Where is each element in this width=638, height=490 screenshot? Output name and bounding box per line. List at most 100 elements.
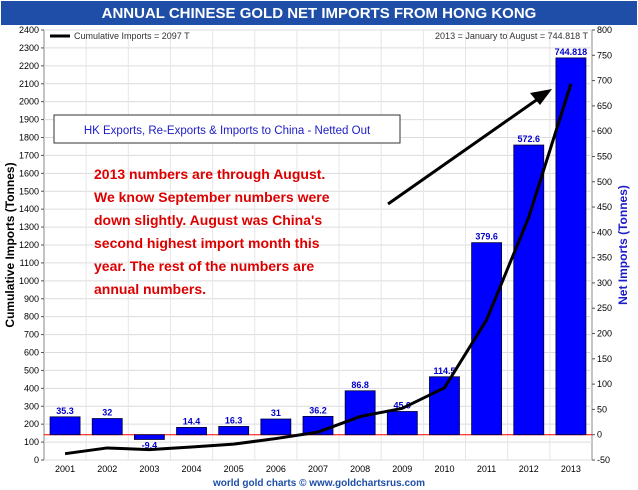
right-tick-label: 0 bbox=[597, 430, 602, 440]
left-tick-label: 2300 bbox=[19, 43, 39, 53]
bar-label-2009: 45.9 bbox=[394, 400, 412, 410]
x-tick-label-2008: 2008 bbox=[350, 464, 370, 474]
x-tick-label-2012: 2012 bbox=[519, 464, 539, 474]
x-tick-label-2013: 2013 bbox=[561, 464, 581, 474]
legend-bar-label: 2013 = January to August = 744.818 T bbox=[435, 31, 588, 41]
x-tick-label-2005: 2005 bbox=[224, 464, 244, 474]
note-block: 2013 numbers are through August. We know… bbox=[94, 166, 330, 297]
bar-label-2005: 16.3 bbox=[225, 415, 243, 425]
right-tick-label: 150 bbox=[597, 354, 612, 364]
cumulative-line-group bbox=[64, 83, 573, 456]
right-tick-label: -50 bbox=[597, 455, 610, 465]
right-tick-label: 700 bbox=[597, 76, 612, 86]
bar-label-2012: 572.6 bbox=[518, 134, 541, 144]
x-tick-label-2009: 2009 bbox=[392, 464, 412, 474]
bar-label-2007: 36.2 bbox=[309, 405, 327, 415]
right-tick-label: 800 bbox=[597, 25, 612, 35]
bar-label-2006: 31 bbox=[271, 408, 281, 418]
note-line-6: annual numbers. bbox=[94, 281, 206, 297]
bar-label-2001: 35.3 bbox=[56, 406, 74, 416]
title-bar bbox=[1, 1, 637, 25]
bar-label-2011: 379.6 bbox=[475, 232, 498, 242]
left-tick-label: 1500 bbox=[19, 186, 39, 196]
x-tick-label-2003: 2003 bbox=[139, 464, 159, 474]
right-tick-label: 350 bbox=[597, 253, 612, 263]
left-tick-label: 1800 bbox=[19, 133, 39, 143]
left-tick-label: 200 bbox=[24, 419, 39, 429]
bar-2005 bbox=[218, 426, 250, 436]
left-tick-label: 1600 bbox=[19, 168, 39, 178]
right-tick-label: 450 bbox=[597, 202, 612, 212]
bar-label-2008: 86.8 bbox=[351, 380, 369, 390]
footer-credit: world gold charts © www.goldchartsrus.co… bbox=[212, 478, 425, 489]
bar-2004 bbox=[176, 427, 207, 436]
annotation-text: HK Exports, Re-Exports & Imports to Chin… bbox=[84, 125, 371, 137]
right-tick-label: 50 bbox=[597, 404, 607, 414]
right-tick-label: 500 bbox=[597, 177, 612, 187]
left-tick-label: 400 bbox=[24, 383, 39, 393]
x-tick-label-2004: 2004 bbox=[182, 464, 202, 474]
x-tick-label-2007: 2007 bbox=[308, 464, 328, 474]
left-tick-label: 2400 bbox=[19, 25, 39, 35]
bar-label-2013: 744.818 bbox=[555, 47, 588, 57]
right-tick-label: 100 bbox=[597, 379, 612, 389]
bar-label-2010: 114.5 bbox=[433, 366, 455, 376]
left-tick-label: 900 bbox=[24, 294, 39, 304]
right-tick-label: 300 bbox=[597, 278, 612, 288]
right-tick-label: 600 bbox=[597, 126, 612, 136]
left-axis-title: Cumulative Imports (Tonnes) bbox=[3, 162, 17, 327]
bar-label-2004: 14.4 bbox=[183, 416, 201, 426]
left-tick-label: 0 bbox=[34, 455, 39, 465]
left-tick-label: 2100 bbox=[19, 79, 39, 89]
left-tick-label: 1700 bbox=[19, 150, 39, 160]
annotation-box bbox=[53, 114, 401, 144]
right-tick-label: 750 bbox=[597, 50, 612, 60]
note-line-3: down slightly. August was China's bbox=[94, 212, 322, 228]
bar-2009 bbox=[386, 411, 418, 436]
left-tick-label: 500 bbox=[24, 365, 39, 375]
left-tick-label: 1000 bbox=[19, 276, 39, 286]
left-tick-label: 2200 bbox=[19, 61, 39, 71]
x-tick-label-2011: 2011 bbox=[477, 464, 496, 474]
right-axis-ticks: -50 0 50 100 150 200 250 300 350 400 450 500 550 600 6… bbox=[592, 25, 612, 465]
x-tick-label-2010: 2010 bbox=[434, 464, 454, 474]
right-tick-label: 550 bbox=[597, 151, 612, 161]
right-axis-title: Net Imports (Tonnes) bbox=[616, 185, 630, 305]
left-tick-label: 1300 bbox=[19, 222, 39, 232]
note-line-5: year. The rest of the numbers are bbox=[94, 258, 314, 274]
pointer-arrowhead bbox=[530, 89, 552, 105]
left-tick-label: 100 bbox=[24, 437, 39, 447]
bar-2012 bbox=[513, 144, 545, 436]
x-tick-label-2001: 2001 bbox=[55, 464, 75, 474]
pointer-arrow bbox=[387, 92, 546, 206]
right-tick-label: 200 bbox=[597, 329, 612, 339]
left-tick-label: 1400 bbox=[19, 204, 39, 214]
bar-2008 bbox=[344, 390, 376, 436]
chart-title: ANNUAL CHINESE GOLD NET IMPORTS FROM HON… bbox=[102, 5, 537, 22]
legend-line-label: Cumulative Imports = 2097 T bbox=[74, 31, 190, 41]
bar-2002 bbox=[91, 418, 123, 436]
x-tick-label-2002: 2002 bbox=[97, 464, 117, 474]
note-line-4: second highest import month this bbox=[94, 235, 320, 251]
bar-2001 bbox=[49, 416, 81, 436]
left-tick-label: 700 bbox=[24, 330, 39, 340]
x-axis-ticks: 2001 2002 2003 2004 2005 2006 2007 2008 2009 2010… bbox=[55, 464, 581, 474]
left-tick-label: 1900 bbox=[19, 115, 39, 125]
left-axis-ticks: 0 100 200 300 400 500 600 700 800 900 1000 1100 1200… bbox=[19, 25, 44, 465]
bar-2013 bbox=[555, 57, 587, 436]
left-tick-label: 2000 bbox=[19, 97, 39, 107]
bar-2003 bbox=[133, 434, 165, 440]
bar-label-2002: 32 bbox=[102, 408, 112, 418]
bar-label-2003: -9.4 bbox=[142, 440, 158, 450]
left-tick-label: 300 bbox=[24, 401, 39, 411]
bar-labels: 35.3 32 -9.4 14.4 16.3 31 36.2 86.8 45.9 114.5 379… bbox=[56, 47, 587, 451]
bar-2006 bbox=[260, 418, 292, 436]
left-tick-label: 600 bbox=[24, 348, 39, 358]
right-tick-label: 400 bbox=[597, 227, 612, 237]
right-tick-label: 650 bbox=[597, 101, 612, 111]
left-tick-label: 800 bbox=[24, 312, 39, 322]
left-tick-label: 1100 bbox=[20, 258, 39, 268]
note-line-2: We know September numbers were bbox=[94, 189, 330, 205]
note-line-1: 2013 numbers are through August. bbox=[94, 166, 325, 182]
